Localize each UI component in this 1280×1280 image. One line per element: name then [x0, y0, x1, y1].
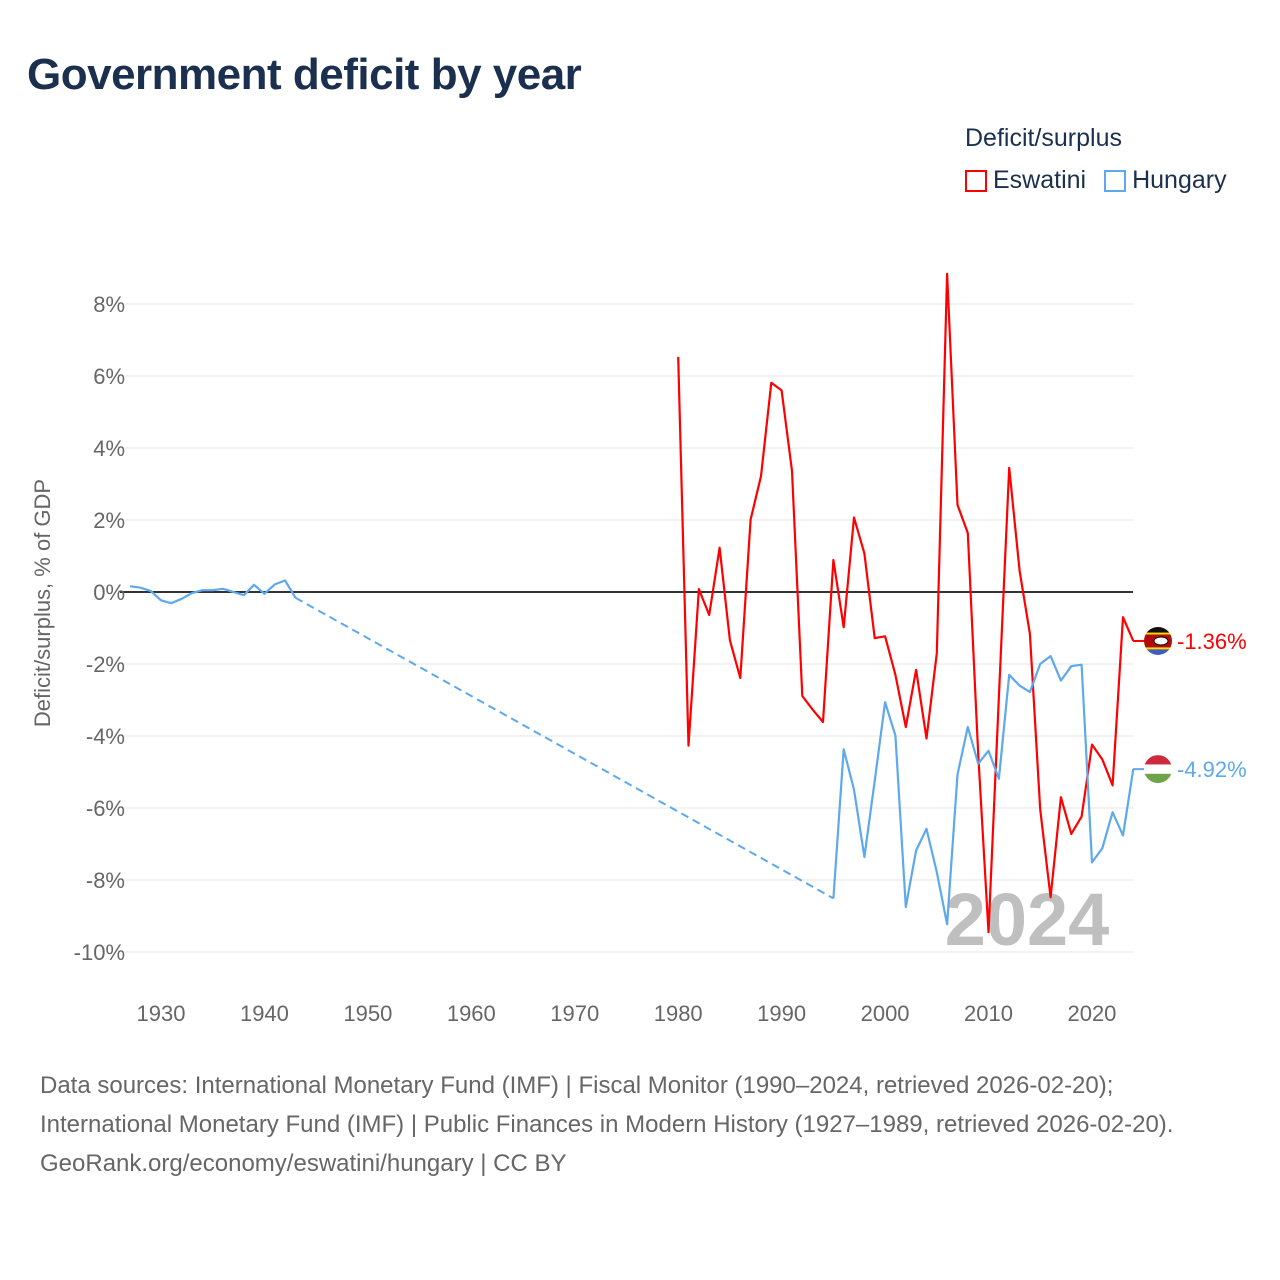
- line-chart: 8% 6% 4% 2% 0% -2% -4% -6% -8% -10% 1930 1940 1950 19…: [30, 272, 1247, 1026]
- legend-title: Deficit/surplus: [965, 124, 1122, 152]
- series-line-hungary: [832, 654, 1135, 926]
- x-tick-label: 1940: [240, 1001, 289, 1026]
- x-tick-label: 1980: [654, 1001, 703, 1026]
- legend-item-eswatini[interactable]: Eswatini: [965, 166, 1086, 195]
- y-tick-label: 4%: [93, 436, 125, 461]
- x-tick-label: 1970: [550, 1001, 599, 1026]
- y-tick-label: 0%: [93, 580, 125, 605]
- y-tick-label: -4%: [86, 724, 125, 749]
- legend-swatch-hungary: [1104, 169, 1127, 192]
- x-tick-label: 2020: [1067, 1001, 1116, 1026]
- series-line-eswatini: [677, 272, 1135, 934]
- y-tick-label: -8%: [86, 868, 125, 893]
- y-tick-label: 8%: [93, 292, 125, 317]
- hungary-flag-icon: [1144, 755, 1172, 784]
- x-tick-label: 2000: [861, 1001, 910, 1026]
- year-watermark: 2024: [945, 878, 1110, 961]
- footer: Data sources: International Monetary Fun…: [40, 1066, 1240, 1183]
- series-line-hungary: [129, 579, 297, 605]
- x-tick-label: 1950: [343, 1001, 392, 1026]
- eswatini-flag-icon: [1144, 626, 1172, 655]
- y-tick-label: 2%: [93, 508, 125, 533]
- y-tick-label: -6%: [86, 796, 125, 821]
- x-tick-label: 2010: [964, 1001, 1013, 1026]
- legend: Eswatini Hungary: [965, 166, 1227, 195]
- legend-swatch-eswatini: [965, 169, 987, 192]
- legend-label: Hungary: [1132, 166, 1227, 194]
- chart-title: Government deficit by year: [27, 50, 582, 99]
- data-sources: Data sources: International Monetary Fun…: [40, 1072, 1174, 1138]
- series-gap-hungary: [294, 596, 834, 900]
- legend-item-hungary[interactable]: Hungary: [1104, 166, 1227, 195]
- source-link[interactable]: GeoRank.org/economy/eswatini/hungary | C…: [40, 1150, 567, 1177]
- end-value-label: -1.36%: [1177, 629, 1247, 654]
- y-tick-label: -10%: [74, 940, 125, 965]
- end-value-label: -4.92%: [1177, 757, 1247, 782]
- legend-label: Eswatini: [993, 166, 1087, 194]
- y-tick-label: 6%: [93, 364, 125, 389]
- x-tick-label: 1930: [137, 1001, 186, 1026]
- y-axis-label: Deficit/surplus, % of GDP: [30, 479, 55, 727]
- y-tick-label: -2%: [86, 652, 125, 677]
- x-tick-label: 1960: [447, 1001, 496, 1026]
- x-tick-label: 1990: [757, 1001, 806, 1026]
